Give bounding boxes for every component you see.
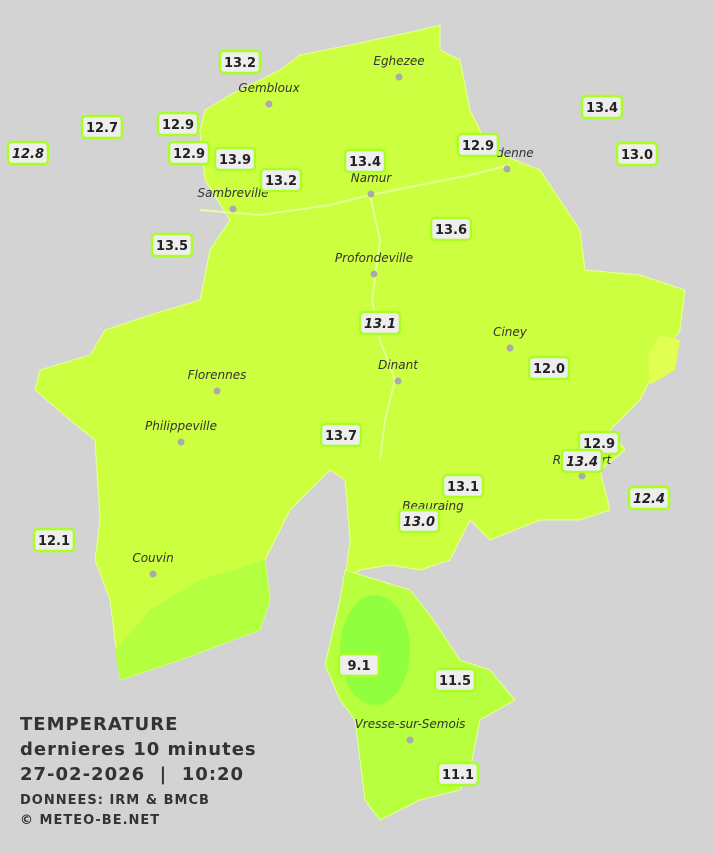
city-label: Vresse-sur-Semois [355, 717, 466, 731]
station-value: 12.9 [173, 147, 205, 162]
zone-east [648, 335, 680, 385]
station-box [167, 140, 211, 166]
station-value: 12.9 [583, 437, 615, 452]
city-dot [503, 165, 511, 173]
station-value: 13.5 [156, 239, 188, 254]
station-box [429, 216, 473, 242]
city-dot [578, 472, 586, 480]
station-value: 9.1 [347, 659, 370, 674]
credit: © METEO-BE.NET [20, 813, 160, 828]
station-value: 12.9 [462, 139, 494, 154]
zone-southwest [115, 560, 270, 680]
station-box [218, 49, 262, 75]
station-value: 13.4 [566, 455, 598, 470]
station-box [560, 448, 604, 474]
city-label: Sambreville [197, 186, 268, 200]
station-box [580, 94, 624, 120]
station-value: 13.0 [621, 148, 653, 163]
station-box [397, 508, 441, 534]
station-box [150, 232, 194, 258]
city-label: Dinant [378, 358, 419, 372]
station-box [337, 652, 381, 678]
city-dot [506, 344, 514, 352]
city-dot [367, 190, 375, 198]
city-dot [370, 270, 378, 278]
station-box [627, 485, 671, 511]
station-value: 12.4 [633, 492, 665, 507]
station-value: 13.4 [586, 101, 618, 116]
city-dot [229, 205, 237, 213]
city-dot [406, 736, 414, 744]
city-dot [149, 570, 157, 578]
station-value: 13.4 [349, 155, 381, 170]
station-value: 13.9 [219, 153, 251, 168]
city-dot [395, 73, 403, 81]
station-box [343, 148, 387, 174]
station-value: 12.8 [12, 147, 44, 162]
station-box [80, 114, 124, 140]
city-label: Gembloux [238, 81, 300, 95]
station-value: 13.0 [403, 515, 435, 530]
station-box [6, 140, 50, 166]
station-value: 11.5 [439, 674, 471, 689]
station-box [527, 355, 571, 381]
city-label: Couvin [132, 551, 173, 565]
station-box [456, 132, 500, 158]
timestamp: 27-02-2026 | 10:20 [20, 764, 244, 785]
city-label: Eghezee [373, 54, 424, 68]
station-box [433, 667, 477, 693]
station-value: 12.1 [38, 534, 70, 549]
station-value: 13.2 [265, 174, 297, 189]
station-value: 13.6 [435, 223, 467, 238]
station-box [358, 310, 402, 336]
city-label: Ciney [493, 325, 528, 339]
station-box [436, 761, 480, 787]
city-label: Florennes [188, 368, 247, 382]
station-box [615, 141, 659, 167]
city-dot [213, 387, 221, 395]
station-box [319, 422, 363, 448]
station-box [259, 167, 303, 193]
station-value: 13.1 [447, 480, 479, 495]
city-label: Philippeville [145, 419, 217, 433]
station-value: 13.2 [224, 56, 256, 71]
station-value: 13.1 [364, 317, 396, 332]
station-box [441, 473, 485, 499]
title: TEMPERATURE [20, 714, 178, 735]
station-box [213, 146, 257, 172]
zone-cold [340, 595, 410, 705]
station-value: 12.7 [86, 121, 118, 136]
city-label: Namur [351, 171, 393, 185]
station-value: 13.7 [325, 429, 357, 444]
city-dot [394, 377, 402, 385]
station-value: 12.9 [162, 118, 194, 133]
station-value: 11.1 [442, 768, 474, 783]
city-label: Profondeville [335, 251, 413, 265]
city-dot [177, 438, 185, 446]
city-dot [265, 100, 273, 108]
station-value: 12.0 [533, 362, 565, 377]
subtitle: dernieres 10 minutes [20, 739, 257, 760]
source: DONNEES: IRM & BMCB [20, 793, 210, 808]
province-north [34, 24, 686, 681]
station-box [156, 111, 200, 137]
station-box [32, 527, 76, 553]
